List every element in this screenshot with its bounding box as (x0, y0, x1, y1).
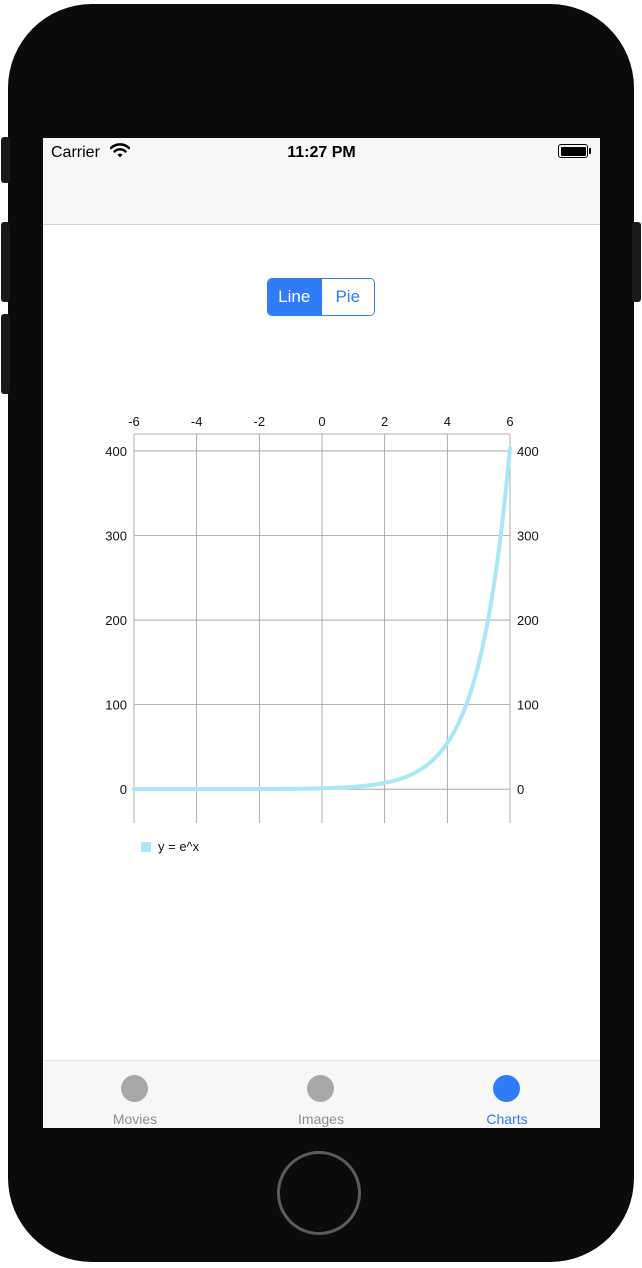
home-button[interactable] (277, 1151, 361, 1235)
y-tick-label-right: 200 (517, 613, 539, 628)
line-chart: -6 -4 -2 0 2 4 6 0 0 100 100 200 200 300 300 400 400 y = … (105, 414, 539, 854)
tab-images[interactable]: Images (261, 1061, 381, 1128)
y-tick-label-right: 300 (517, 528, 539, 543)
tab-label-movies: Movies (112, 1111, 158, 1127)
legend-label: y = e^x (158, 839, 200, 854)
charts-tab-icon (493, 1075, 520, 1102)
mute-switch (1, 137, 10, 183)
movies-tab-icon (121, 1075, 148, 1102)
chart-type-segmented-control[interactable]: Line Pie (267, 278, 375, 316)
tab-movies[interactable]: Movies (75, 1061, 195, 1128)
images-tab-icon (307, 1075, 334, 1102)
status-time: 11:27 PM (287, 144, 356, 161)
x-tick-label: -2 (254, 414, 266, 429)
x-tick-label: 6 (506, 414, 513, 429)
tab-label-images: Images (298, 1111, 344, 1127)
segment-pie[interactable]: Pie (320, 279, 374, 315)
screen: Carrier 11:27 PM Line Pie -6 -4 -2 0 2 4 6 0 0 10… (43, 138, 600, 1128)
y-tick-label-left: 200 (105, 613, 127, 628)
tab-charts[interactable]: Charts (447, 1061, 567, 1128)
volume-up-button (1, 222, 10, 302)
power-button (632, 222, 641, 302)
y-tick-label-right: 400 (517, 444, 539, 459)
y-tick-label-left: 300 (105, 528, 127, 543)
status-bar: Carrier 11:27 PM (43, 138, 600, 166)
legend-swatch (141, 842, 151, 852)
y-tick-label-left: 100 (105, 698, 127, 713)
series-line (132, 446, 512, 792)
tab-bar: Movies Images Charts (43, 1060, 600, 1128)
y-tick-label-left: 0 (120, 782, 127, 797)
x-tick-label: 2 (381, 414, 388, 429)
navigation-bar (43, 166, 600, 225)
y-tick-label-right: 100 (517, 698, 539, 713)
y-tick-label-left: 400 (105, 444, 127, 459)
volume-down-button (1, 314, 10, 394)
x-tick-label: 0 (318, 414, 325, 429)
tab-label-charts: Charts (486, 1111, 528, 1127)
x-tick-label: -4 (191, 414, 203, 429)
segment-line[interactable]: Line (268, 279, 321, 315)
x-tick-label: 4 (444, 414, 451, 429)
wifi-icon (109, 143, 131, 163)
y-tick-label-right: 0 (517, 782, 524, 797)
battery-icon (558, 144, 591, 158)
x-tick-label: -6 (128, 414, 140, 429)
carrier-label: Carrier (51, 144, 100, 161)
